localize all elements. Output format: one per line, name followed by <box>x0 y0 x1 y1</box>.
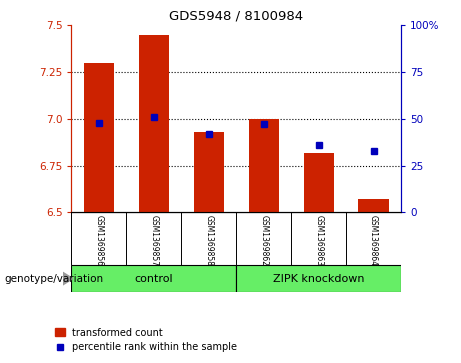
Bar <box>84 63 114 212</box>
Text: GSM1369862: GSM1369862 <box>259 215 268 266</box>
Bar <box>303 152 334 212</box>
Title: GDS5948 / 8100984: GDS5948 / 8100984 <box>169 10 303 23</box>
Bar <box>139 35 169 212</box>
Bar <box>248 119 279 212</box>
Bar <box>194 132 224 212</box>
Bar <box>359 199 389 212</box>
Polygon shape <box>63 272 73 285</box>
Text: GSM1369863: GSM1369863 <box>314 215 323 266</box>
Text: ZIPK knockdown: ZIPK knockdown <box>273 274 364 284</box>
Text: GSM1369856: GSM1369856 <box>95 215 103 266</box>
Bar <box>71 265 236 292</box>
Text: GSM1369864: GSM1369864 <box>369 215 378 266</box>
Text: GSM1369858: GSM1369858 <box>204 215 213 266</box>
Legend: transformed count, percentile rank within the sample: transformed count, percentile rank withi… <box>51 324 241 356</box>
Text: control: control <box>135 274 173 284</box>
Text: genotype/variation: genotype/variation <box>5 274 104 284</box>
Text: GSM1369857: GSM1369857 <box>149 215 159 266</box>
Bar <box>236 265 401 292</box>
